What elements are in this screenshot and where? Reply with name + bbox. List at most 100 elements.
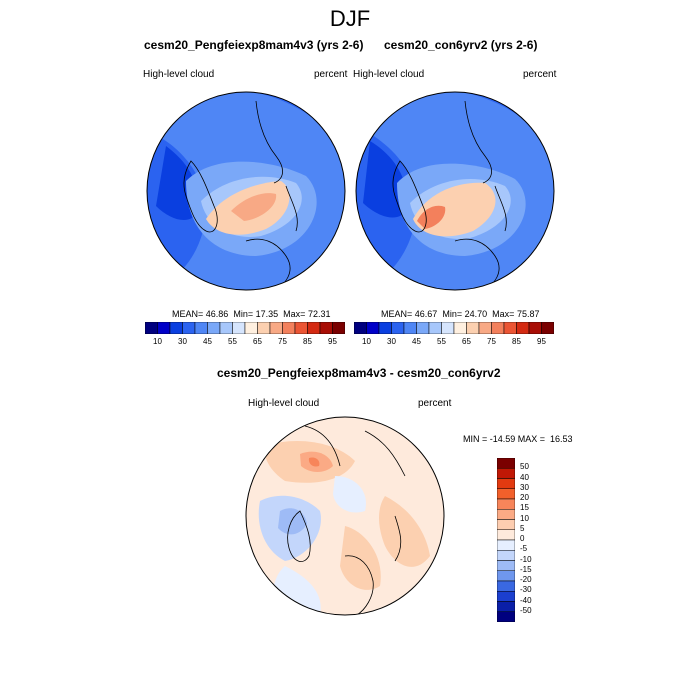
panel-1-map bbox=[146, 91, 346, 291]
diff-field-pos-east bbox=[379, 496, 430, 567]
panel-2-colorbar-tick-label: 75 bbox=[487, 337, 496, 346]
diff-colorbar-swatch bbox=[497, 509, 515, 520]
diff-colorbar-swatch bbox=[497, 529, 515, 541]
panel-2-colorbar-tick-label: 65 bbox=[462, 337, 471, 346]
diff-field-pos-peak bbox=[308, 457, 320, 467]
panel-1-colorbar-swatch bbox=[294, 322, 308, 334]
panel-2-colorbar-swatch bbox=[528, 322, 542, 334]
diff-colorbar-tick-label: 50 bbox=[520, 462, 529, 472]
panel-1-colorbar-swatch bbox=[157, 322, 171, 334]
diff-colorbar-swatch bbox=[497, 488, 515, 500]
panel-1-colorbar-tick-label: 30 bbox=[178, 337, 187, 346]
panel-2-variable-label: High-level cloud bbox=[353, 69, 425, 80]
panel-2-colorbar-swatch bbox=[453, 322, 467, 334]
panel-1-colorbar-swatch bbox=[182, 322, 196, 334]
diff-colorbar-swatch bbox=[497, 611, 515, 622]
panel-2-colorbar bbox=[354, 322, 554, 334]
panel-1-colorbar-swatch bbox=[282, 322, 296, 334]
diff-field-pos-south bbox=[340, 526, 381, 590]
diff-colorbar-tick-label: -10 bbox=[520, 554, 532, 564]
diff-colorbar-tick-label: -50 bbox=[520, 605, 532, 615]
diff-panel-variable-label: High-level cloud bbox=[248, 398, 320, 409]
diff-colorbar-swatch bbox=[497, 458, 515, 469]
diff-colorbar-swatch bbox=[497, 591, 515, 602]
diff-colorbar-swatch bbox=[497, 570, 515, 582]
diff-panel-minmax: MIN = -14.59 MAX = 16.53 bbox=[463, 434, 573, 444]
panel-1-colorbar-tick-label: 10 bbox=[153, 337, 162, 346]
panel-1-colorbar-swatch bbox=[332, 322, 345, 334]
diff-colorbar-tick-label: -30 bbox=[520, 585, 532, 595]
diff-colorbar-tick-label: -20 bbox=[520, 575, 532, 584]
panel-1-colorbar-tick-label: 65 bbox=[253, 337, 262, 346]
diff-coastline-eurasia bbox=[344, 515, 402, 615]
diff-colorbar-tick-label: -40 bbox=[520, 595, 532, 605]
diff-panel-title: cesm20_Pengfeiexp8mam4v3 - cesm20_con6yr… bbox=[217, 366, 501, 380]
panel-2-colorbar-swatch bbox=[516, 322, 530, 334]
panel-1-colorbar-swatch bbox=[194, 322, 208, 334]
diff-colorbar-swatch bbox=[497, 560, 515, 571]
figure-title: DJF bbox=[329, 6, 371, 31]
panel-1-units-label: percent bbox=[314, 69, 348, 80]
panel-2-field-warm-core bbox=[417, 205, 446, 229]
panel-1-colorbar bbox=[145, 322, 345, 334]
panel-1-stats: MEAN= 46.86 Min= 17.35 Max= 72.31 bbox=[172, 309, 331, 319]
panel-2-colorbar-swatch bbox=[541, 322, 554, 334]
diff-colorbar-tick-label: 40 bbox=[520, 472, 529, 482]
panel-1-colorbar-swatch bbox=[169, 322, 183, 334]
diff-coastline-greenland bbox=[287, 510, 311, 562]
diff-colorbar-swatch bbox=[497, 468, 515, 479]
panel-2-map-border bbox=[355, 91, 555, 291]
panel-2-colorbar-swatch bbox=[366, 322, 380, 334]
panel-2-coastline-greenland bbox=[392, 160, 427, 233]
panel-1-field-warm-core bbox=[231, 193, 277, 221]
panel-2-colorbar-tick-label: 45 bbox=[412, 337, 421, 346]
panel-2-stats: MEAN= 46.67 Min= 24.70 Max= 75.87 bbox=[381, 309, 540, 319]
panel-1-map-border bbox=[146, 91, 346, 291]
panel-2-colorbar-tick-label: 95 bbox=[537, 337, 546, 346]
panel-1-colorbar-swatch bbox=[207, 322, 221, 334]
panel-2-colorbar-swatch bbox=[466, 322, 480, 334]
diff-colorbar-swatch bbox=[497, 539, 515, 551]
panel-2-units-label: percent bbox=[523, 69, 557, 80]
panel-1-colorbar-swatch bbox=[269, 322, 283, 334]
panel-2-colorbar-swatch bbox=[441, 322, 455, 334]
diff-colorbar-tick-label: 0 bbox=[520, 534, 525, 543]
panel-2-colorbar-swatch bbox=[478, 322, 492, 334]
panel-1-colorbar-swatch bbox=[307, 322, 321, 334]
panel-1-colorbar-swatch bbox=[244, 322, 258, 334]
panel-1-colorbar-swatch bbox=[319, 322, 333, 334]
panel-1-colorbar-swatch bbox=[219, 322, 233, 334]
diff-colorbar-tick-label: -15 bbox=[520, 564, 532, 574]
diff-map-border bbox=[245, 416, 445, 616]
diff-colorbar-swatch bbox=[497, 550, 515, 561]
panel-1-variable-label: High-level cloud bbox=[143, 69, 215, 80]
panel-1-colorbar-tick-label: 75 bbox=[278, 337, 287, 346]
panel-2-colorbar-swatch bbox=[378, 322, 392, 334]
panel-2-colorbar-tick-label: 85 bbox=[512, 337, 521, 346]
panel-2-map bbox=[355, 91, 555, 291]
panel-1-coastline-north-america bbox=[255, 100, 283, 184]
panel-2-colorbar-swatch bbox=[403, 322, 417, 334]
panel-1-colorbar-tick-label: 85 bbox=[303, 337, 312, 346]
diff-colorbar-tick-label: 5 bbox=[520, 523, 525, 533]
panel-1-coastline-greenland bbox=[183, 160, 218, 233]
diff-colorbar-swatch bbox=[497, 478, 515, 489]
panel-2-field-dark-nw bbox=[363, 141, 408, 218]
panel-2-colorbar-tick-label: 55 bbox=[437, 337, 446, 346]
diff-colorbar-swatch bbox=[497, 498, 515, 510]
panel-2-colorbar-swatch bbox=[491, 322, 505, 334]
panel-2-colorbar-tick-label: 10 bbox=[362, 337, 371, 346]
panel-1-colorbar-swatch bbox=[257, 322, 271, 334]
panel-2-colorbar-swatch bbox=[428, 322, 442, 334]
panel-2-colorbar-swatch bbox=[416, 322, 430, 334]
panel-2-colorbar-swatch bbox=[503, 322, 517, 334]
diff-coastline-north-america bbox=[304, 425, 406, 477]
diff-colorbar-swatch bbox=[497, 519, 515, 530]
panel-1-colorbar-swatch bbox=[232, 322, 246, 334]
panel-2-coastline-north-america bbox=[464, 100, 492, 184]
panel-2-colorbar-tick-label: 30 bbox=[387, 337, 396, 346]
diff-colorbar-tick-label: 20 bbox=[520, 493, 529, 502]
diff-colorbar-tick-label: 15 bbox=[520, 503, 529, 513]
panel-1-colorbar-swatch bbox=[145, 322, 158, 334]
diff-field-neg-center bbox=[333, 476, 366, 513]
